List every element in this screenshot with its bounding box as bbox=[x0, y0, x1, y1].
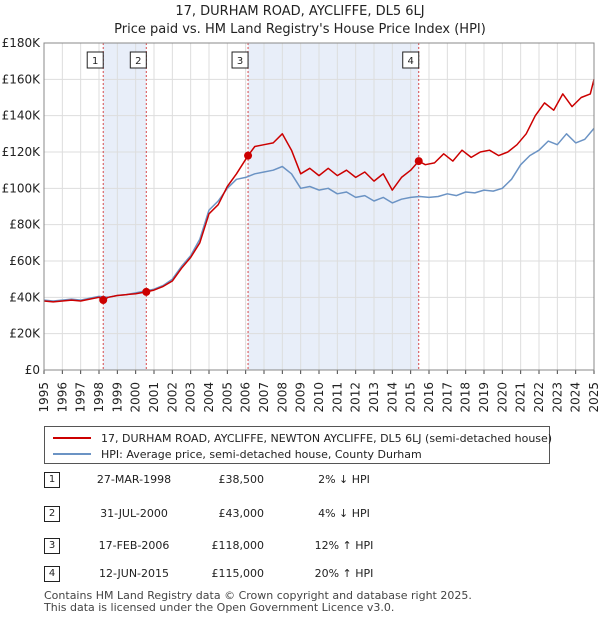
x-tick-label: 2001 bbox=[147, 382, 161, 413]
sale-number-label: 3 bbox=[237, 56, 243, 67]
x-tick-label: 2025 bbox=[587, 382, 600, 413]
x-tick-label: 2011 bbox=[330, 382, 344, 413]
legend-swatch-property bbox=[53, 437, 91, 439]
sale-number-label: 2 bbox=[135, 56, 141, 67]
x-tick-label: 2003 bbox=[184, 382, 198, 413]
footer-copyright: Contains HM Land Registry data © Crown c… bbox=[44, 589, 472, 602]
sale-point bbox=[244, 151, 253, 160]
x-tick-label: 1997 bbox=[74, 382, 88, 413]
table-row: 3 17-FEB-2006 £118,000 12% ↑ HPI bbox=[44, 538, 464, 558]
sale-hpi-diff: 20% ↑ HPI bbox=[314, 567, 374, 580]
x-tick-label: 2002 bbox=[165, 382, 179, 413]
table-row: 4 12-JUN-2015 £115,000 20% ↑ HPI bbox=[44, 566, 464, 586]
plot-frame bbox=[43, 42, 595, 371]
y-tick-label: £40K bbox=[9, 290, 41, 304]
y-tick-label: £100K bbox=[2, 181, 42, 195]
sale-hpi-diff: 4% ↓ HPI bbox=[318, 507, 370, 520]
x-tick-label: 2010 bbox=[312, 382, 326, 413]
y-tick-label: £180K bbox=[2, 36, 42, 50]
series-line-property bbox=[43, 79, 595, 303]
sale-number-box bbox=[231, 51, 249, 69]
x-tick-label: 2005 bbox=[220, 382, 234, 413]
legend: 17, DURHAM ROAD, AYCLIFFE, NEWTON AYCLIF… bbox=[44, 426, 552, 464]
sale-date: 12-JUN-2015 bbox=[98, 567, 170, 580]
sale-number-box bbox=[129, 51, 147, 69]
sale-price: £115,000 bbox=[211, 567, 265, 580]
sale-marker-badge: 2 bbox=[44, 506, 60, 522]
x-tick-label: 2017 bbox=[440, 382, 454, 413]
footer: Contains HM Land Registry data © Crown c… bbox=[44, 590, 472, 614]
legend-swatch-hpi bbox=[53, 453, 91, 455]
sale-marker-badge: 1 bbox=[44, 472, 60, 488]
shaded-range-2 bbox=[248, 43, 419, 370]
sale-date: 31-JUL-2000 bbox=[100, 507, 168, 520]
x-tick-label: 2021 bbox=[514, 382, 528, 413]
x-tick-label: 2000 bbox=[129, 382, 143, 413]
x-tick-label: 2015 bbox=[404, 382, 418, 413]
sale-hpi-diff: 12% ↑ HPI bbox=[314, 539, 374, 552]
sale-number-box bbox=[86, 51, 104, 69]
sale-point bbox=[142, 287, 151, 296]
legend-label-property: 17, DURHAM ROAD, AYCLIFFE, NEWTON AYCLIF… bbox=[101, 431, 553, 445]
shaded-range-1 bbox=[103, 43, 147, 370]
x-tick-label: 2014 bbox=[385, 382, 399, 413]
x-tick-label: 1996 bbox=[55, 382, 69, 413]
x-tick-label: 2023 bbox=[550, 382, 564, 413]
x-tick-label: 2007 bbox=[257, 382, 271, 413]
sale-marker-badge: 4 bbox=[44, 566, 60, 582]
sale-number-box bbox=[402, 51, 420, 69]
y-tick-label: £20K bbox=[9, 327, 41, 341]
chart-subtitle: Price paid vs. HM Land Registry's House … bbox=[114, 22, 486, 37]
x-tick-label: 2006 bbox=[239, 382, 253, 413]
x-tick-label: 2008 bbox=[275, 382, 289, 413]
x-tick-label: 2019 bbox=[477, 382, 491, 413]
table-row: 1 27-MAR-1998 £38,500 2% ↓ HPI bbox=[44, 472, 464, 492]
table-row: 2 31-JUL-2000 £43,000 4% ↓ HPI bbox=[44, 506, 464, 526]
sale-point bbox=[414, 157, 423, 166]
x-tick-label: 2022 bbox=[532, 382, 546, 413]
chart-title: 17, DURHAM ROAD, AYCLIFFE, DL5 6LJ bbox=[175, 4, 424, 19]
sale-date: 17-FEB-2006 bbox=[98, 539, 170, 552]
x-tick-label: 2016 bbox=[422, 382, 436, 413]
sale-number-label: 4 bbox=[408, 56, 414, 67]
x-tick-label: 2020 bbox=[495, 382, 509, 413]
sale-date: 27-MAR-1998 bbox=[96, 473, 172, 486]
sale-price: £43,000 bbox=[218, 507, 265, 520]
x-tick-label: 2004 bbox=[202, 382, 216, 413]
y-tick-label: £160K bbox=[2, 72, 42, 86]
legend-item-property: 17, DURHAM ROAD, AYCLIFFE, NEWTON AYCLIF… bbox=[53, 430, 552, 446]
y-tick-label: £80K bbox=[9, 218, 41, 232]
x-tick-label: 2018 bbox=[459, 382, 473, 413]
x-tick-label: 2013 bbox=[367, 382, 381, 413]
x-tick-label: 2024 bbox=[569, 382, 583, 413]
sale-number-label: 1 bbox=[92, 56, 98, 67]
sale-price: £118,000 bbox=[211, 539, 265, 552]
legend-item-hpi: HPI: Average price, semi-detached house,… bbox=[53, 446, 422, 462]
y-tick-label: £120K bbox=[2, 145, 42, 159]
legend-label-hpi: HPI: Average price, semi-detached house,… bbox=[101, 447, 422, 461]
y-tick-label: £60K bbox=[9, 254, 41, 268]
x-tick-label: 1999 bbox=[110, 382, 124, 413]
y-tick-label: £140K bbox=[2, 109, 42, 123]
x-tick-label: 2009 bbox=[294, 382, 308, 413]
sale-point bbox=[99, 296, 108, 305]
sale-marker-badge: 3 bbox=[44, 538, 60, 554]
sale-price: £38,500 bbox=[218, 473, 265, 486]
x-tick-label: 1995 bbox=[37, 382, 51, 413]
x-tick-label: 1998 bbox=[92, 382, 106, 413]
y-tick-label: £0 bbox=[25, 363, 40, 377]
x-tick-label: 2012 bbox=[349, 382, 363, 413]
series-line-hpi bbox=[43, 127, 595, 302]
price-chart: 17, DURHAM ROAD, AYCLIFFE, DL5 6LJ Price… bbox=[2, 4, 600, 413]
footer-licence: This data is licensed under the Open Gov… bbox=[44, 601, 395, 614]
sale-hpi-diff: 2% ↓ HPI bbox=[318, 473, 370, 486]
